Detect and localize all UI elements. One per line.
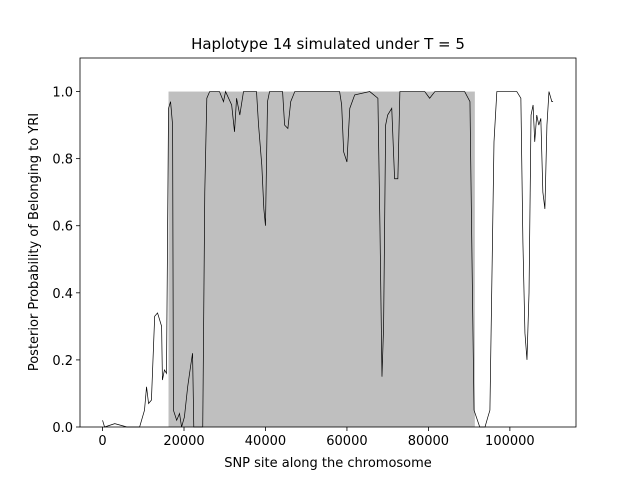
y-tick-label: 1.0 bbox=[52, 86, 73, 101]
shaded-region bbox=[168, 91, 475, 427]
x-tick-label: 60000 bbox=[326, 434, 367, 449]
x-axis-label: SNP site along the chromosome bbox=[224, 456, 432, 471]
y-tick-label: 0.2 bbox=[52, 354, 73, 369]
y-tick-label: 0.6 bbox=[52, 220, 73, 235]
x-tick-label: 80000 bbox=[408, 434, 449, 449]
y-tick-label: 0.0 bbox=[52, 421, 73, 436]
y-tick-label: 0.4 bbox=[52, 287, 73, 302]
y-tick-label: 0.8 bbox=[52, 153, 73, 168]
x-tick-label: 40000 bbox=[245, 434, 286, 449]
x-tick-label: 0 bbox=[98, 434, 106, 449]
chart-title: Haplotype 14 simulated under T = 5 bbox=[191, 35, 465, 53]
data-line bbox=[102, 90, 554, 428]
y-axis-label: Posterior Probability of Belonging to YR… bbox=[27, 113, 42, 371]
x-tick-label: 20000 bbox=[163, 434, 204, 449]
x-tick-label: 100000 bbox=[485, 434, 535, 449]
plot-frame bbox=[79, 57, 577, 428]
